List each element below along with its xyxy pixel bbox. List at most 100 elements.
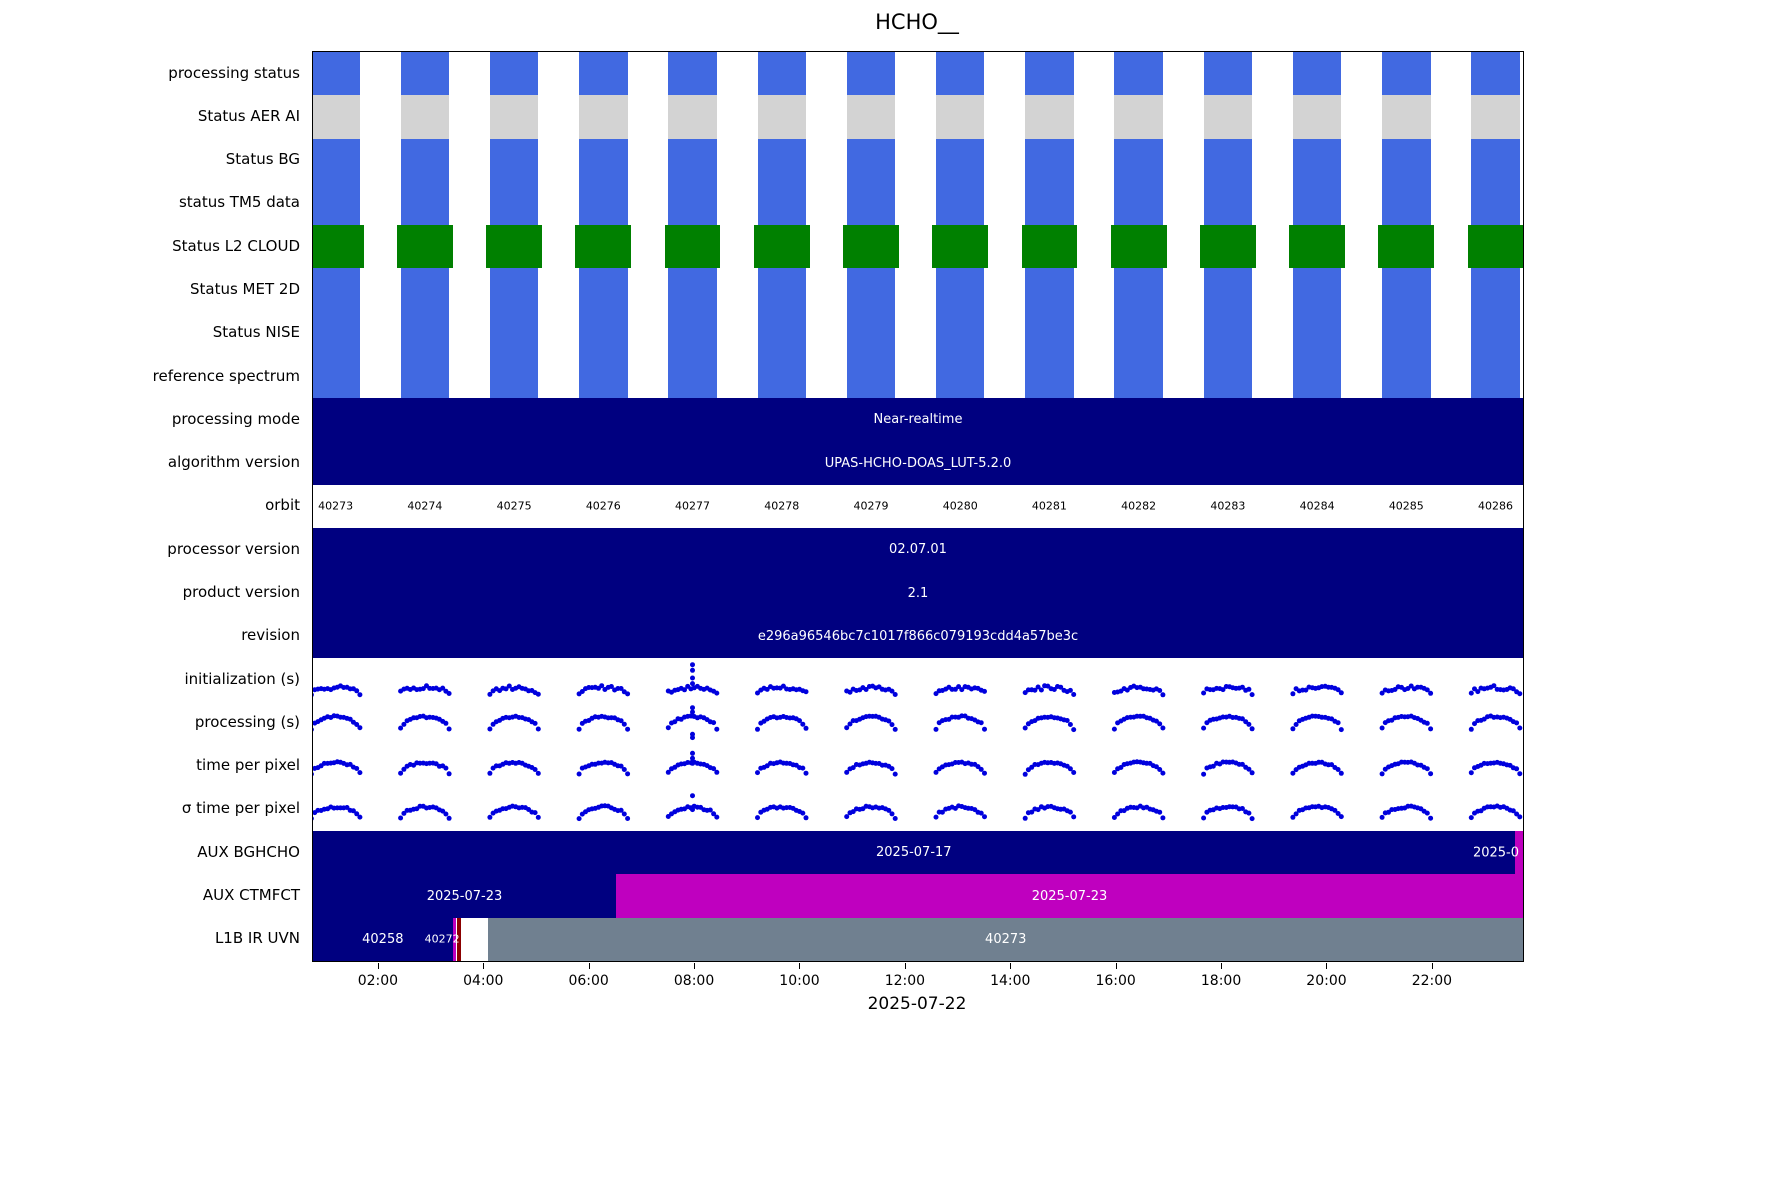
status-block [846,311,896,355]
status-block [313,52,360,96]
status-block [668,311,717,355]
status-block [489,311,539,355]
orbit-number: 40285 [1388,499,1424,513]
row-aux-ctmfct: 2025-07-23 2025-07-23 [313,874,1523,919]
bar-segment-label: 40273 [985,931,1027,947]
x-axis-tick-label: 18:00 [1200,973,1242,989]
bar-segment [460,917,489,961]
x-axis: 02:00 04:00 06:00 08:00 10:00 12:00 14:00 16:00… [312,963,1522,997]
status-block [1114,311,1163,355]
plot-area: Near-realtime UPAS-HCHO-DOAS_LUT-5.2.0 402… [312,51,1524,962]
row-label-status-nise: Status NISE [212,323,300,342]
x-axis-tick-label: 14:00 [990,973,1031,989]
orbit-number: 40282 [1121,499,1157,513]
x-axis-tick-label: 02:00 [357,973,399,989]
status-block [579,268,628,312]
row-label-status-tm5-data: status TM5 data [178,193,300,212]
x-axis-tick-label: 04:00 [463,973,504,989]
status-block [1025,355,1074,399]
orbit-number: 40276 [585,499,621,513]
status-block [313,138,360,182]
status-block [579,138,628,182]
status-block [1292,268,1342,312]
bar-segment-label: UPAS-HCHO-DOAS_LUT-5.2.0 [824,455,1012,471]
status-block [1203,95,1253,139]
orbit-number: 40274 [407,499,443,513]
status-block [1292,311,1342,355]
row-label-status-l2-cloud: Status L2 CLOUD [172,236,300,255]
bar-segment-label: 02.07.01 [889,542,947,558]
x-axis-tick-label: 20:00 [1306,973,1347,989]
status-block [846,95,896,139]
orbit-number: 40278 [764,499,800,513]
status-block [579,181,628,226]
status-block [757,138,806,182]
x-axis-tick [588,963,590,969]
status-block [757,268,806,312]
row-processing-status [313,52,1523,97]
status-block [575,225,632,269]
scatter-plot-time-per-pixel [313,793,1523,821]
row-label-status-bg: Status BG [225,150,300,169]
status-block [1471,268,1520,312]
status-block [1382,355,1431,399]
row-label-processing-s: processing (s) [194,712,300,731]
row-label-time-per-pixel: σ time per pixel [181,799,300,818]
status-block [757,181,806,226]
status-block [1471,95,1520,139]
row-status-bg [313,138,1523,183]
status-block [1471,181,1520,226]
x-axis-tick [1010,963,1012,969]
row-time-per-pixel [313,787,1523,833]
x-axis-tick [377,963,379,969]
status-block [1378,225,1435,269]
status-block [757,52,806,96]
bar-segment: 40273 [488,917,1523,961]
row-processing-mode: Near-realtime [313,398,1523,443]
status-block [757,311,806,355]
status-block [1110,225,1167,269]
bar-segment: 40258 [313,917,453,961]
bar-segment-label: 2.1 [907,585,929,601]
row-status-nise [313,311,1523,356]
status-block [1471,355,1520,399]
row-labels: processing status Status AER AI Status BG s… [0,51,306,960]
status-block [668,268,717,312]
status-block [1114,268,1163,312]
bar-segment-label: 40258 [362,931,404,947]
status-block [932,225,989,269]
bar-segment: Near-realtime [313,398,1523,442]
status-block [1382,52,1431,96]
row-revision: e296a96546bc7c1017f866c079193cdd4a57be3c [313,614,1523,659]
bar-segment: 2025-07-17 [313,831,1515,875]
bar-segment-label: 2025-07-23 [426,888,503,904]
orbit-number: 40284 [1299,499,1335,513]
status-block [1471,311,1520,355]
x-axis-tick [1326,963,1328,969]
status-block [668,95,717,139]
chart-title: HCHO__ [875,10,959,34]
status-block [1292,181,1342,226]
status-block [579,311,628,355]
x-axis-tick [1221,963,1223,969]
status-block [489,181,539,226]
status-block [668,138,717,182]
row-label-status-aer-ai: Status AER AI [197,106,300,125]
row-label-product-version: product version [182,583,300,602]
status-block [846,268,896,312]
row-product-version: 2.1 [313,571,1523,616]
x-axis-tick [483,963,485,969]
row-label-processing-status: processing status [168,63,300,82]
status-block [668,181,717,226]
x-axis-tick-label: 08:00 [673,973,715,989]
status-block [664,225,721,269]
orbit-number: 40281 [1031,499,1067,513]
status-block [486,225,543,269]
row-label-processing-mode: processing mode [171,409,300,428]
row-time-per-pixel [313,744,1523,789]
status-block [753,225,810,269]
bar-segment: 02.07.01 [313,528,1523,572]
status-block [489,52,539,96]
row-label-status-met-2d: Status MET 2D [189,280,300,299]
